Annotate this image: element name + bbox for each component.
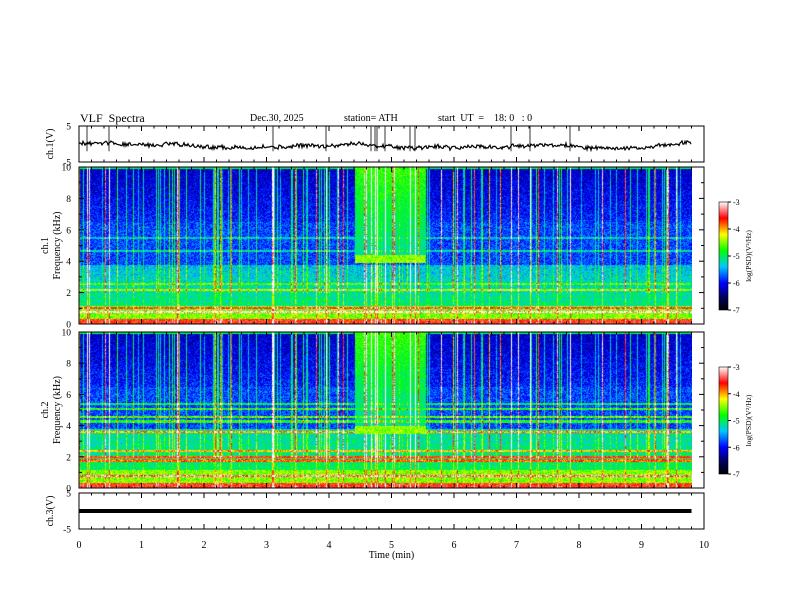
ch1-spectrogram-colorbar-label-text: log(PSD)(V²/Hz) bbox=[744, 230, 753, 282]
x-tick-label: 6 bbox=[452, 540, 457, 551]
x-tick-label: 4 bbox=[327, 540, 332, 551]
ch1-spectrogram-colorbar-tick-label: -4 bbox=[733, 225, 740, 234]
ch1-spectrogram-colorbar-tick-label: -3 bbox=[733, 198, 740, 207]
ch2-spectrogram-colorbar-label: log(PSD)(V²/Hz) bbox=[744, 394, 753, 446]
x-tick-label: 2 bbox=[202, 540, 207, 551]
ch1-voltage-frame bbox=[78, 125, 705, 163]
x-tick-label: 9 bbox=[639, 540, 644, 551]
ch3-voltage-ylabel: ch.3(V) bbox=[45, 496, 56, 527]
x-tick-label: 10 bbox=[699, 540, 709, 551]
ch3-voltage-ytick-label: 5 bbox=[66, 490, 71, 500]
x-tick-label: 0 bbox=[77, 540, 82, 551]
ch2-spectrogram-colorbar-tick-label: -6 bbox=[733, 443, 740, 452]
ch1-voltage-ytick-label: 5 bbox=[66, 123, 71, 133]
ch1-spectrogram-ylabel-channel: ch.1 bbox=[40, 237, 51, 254]
x-tick-label: 1 bbox=[139, 540, 144, 551]
ch2-spectrogram-ytick-label: 4 bbox=[66, 422, 71, 432]
ch1-spectrogram-colorbar-tick-label: -7 bbox=[733, 306, 740, 315]
ch2-spectrogram-ylabel-channel: ch.2 bbox=[40, 402, 51, 419]
ch2-spectrogram-colorbar-tick-label: -5 bbox=[733, 417, 740, 426]
ch1-spectrogram-ylabel: ch.1 Frequency (kHz) bbox=[40, 211, 63, 279]
ch2-spectrogram-ytick-label: 6 bbox=[66, 391, 71, 401]
ch1-spectrogram-ytick-label: 10 bbox=[62, 164, 72, 174]
start-time-label: start UT = 18: 0 : 0 bbox=[438, 113, 533, 124]
ch2-spectrogram-ytick-label: 10 bbox=[62, 329, 72, 339]
ch1-spectrogram-image bbox=[79, 167, 692, 324]
ch1-spectrogram-ytick-label: 6 bbox=[66, 226, 71, 236]
figure-title: VLF Spectra bbox=[80, 111, 145, 125]
ch1-spectrogram-colorbar-tick-label: -5 bbox=[733, 252, 740, 261]
ch1-spectrogram-colorbar bbox=[718, 201, 729, 311]
x-tick-label: 3 bbox=[264, 540, 269, 551]
ch1-spectrogram-ytick-label: 2 bbox=[66, 289, 71, 299]
ch1-spectrogram-colorbar-tick-label: -6 bbox=[733, 279, 740, 288]
ch1-spectrogram-ytick-label: 8 bbox=[66, 195, 71, 205]
x-axis-label: Time (min) bbox=[369, 550, 414, 561]
ch2-spectrogram-colorbar-tick-label: -3 bbox=[733, 363, 740, 372]
x-tick-label: 8 bbox=[577, 540, 582, 551]
ch2-spectrogram-colorbar-tick-label: -7 bbox=[733, 470, 740, 479]
x-tick-label: 5 bbox=[389, 540, 394, 551]
ch2-spectrogram-ylabel-text: Frequency (kHz) bbox=[52, 376, 63, 444]
ch2-spectrogram-ytick-label: 8 bbox=[66, 360, 71, 370]
ch2-spectrogram-colorbar bbox=[718, 366, 729, 475]
ch3-voltage-ytick-label: -5 bbox=[63, 526, 71, 536]
ch1-spectrogram-ylabel-text: Frequency (kHz) bbox=[52, 211, 63, 279]
station-label: station= ATH bbox=[344, 113, 398, 124]
ch1-voltage-ylabel-text: ch.1(V) bbox=[45, 129, 56, 160]
ch2-spectrogram-ytick-label: 2 bbox=[66, 453, 71, 463]
ch1-voltage-ylabel: ch.1(V) bbox=[45, 129, 56, 160]
ch1-spectrogram-colorbar-label: log(PSD)(V²/Hz) bbox=[744, 230, 753, 282]
date-label: Dec.30, 2025 bbox=[250, 113, 304, 124]
ch1-spectrogram-ytick-label: 0 bbox=[66, 321, 71, 331]
ch1-spectrogram-ytick-label: 4 bbox=[66, 258, 71, 268]
ch1-voltage-ytick-label: -5 bbox=[63, 159, 71, 169]
ch2-spectrogram-ylabel: ch.2 Frequency (kHz) bbox=[40, 376, 63, 444]
x-tick-label: 7 bbox=[514, 540, 519, 551]
ch2-spectrogram-colorbar-tick-label: -4 bbox=[733, 390, 740, 399]
ch2-spectrogram-colorbar-label-text: log(PSD)(V²/Hz) bbox=[744, 394, 753, 446]
ch2-spectrogram-image bbox=[79, 332, 692, 488]
ch3-voltage-ylabel-text: ch.3(V) bbox=[45, 496, 56, 527]
ch2-spectrogram-ytick-label: 0 bbox=[66, 485, 71, 495]
